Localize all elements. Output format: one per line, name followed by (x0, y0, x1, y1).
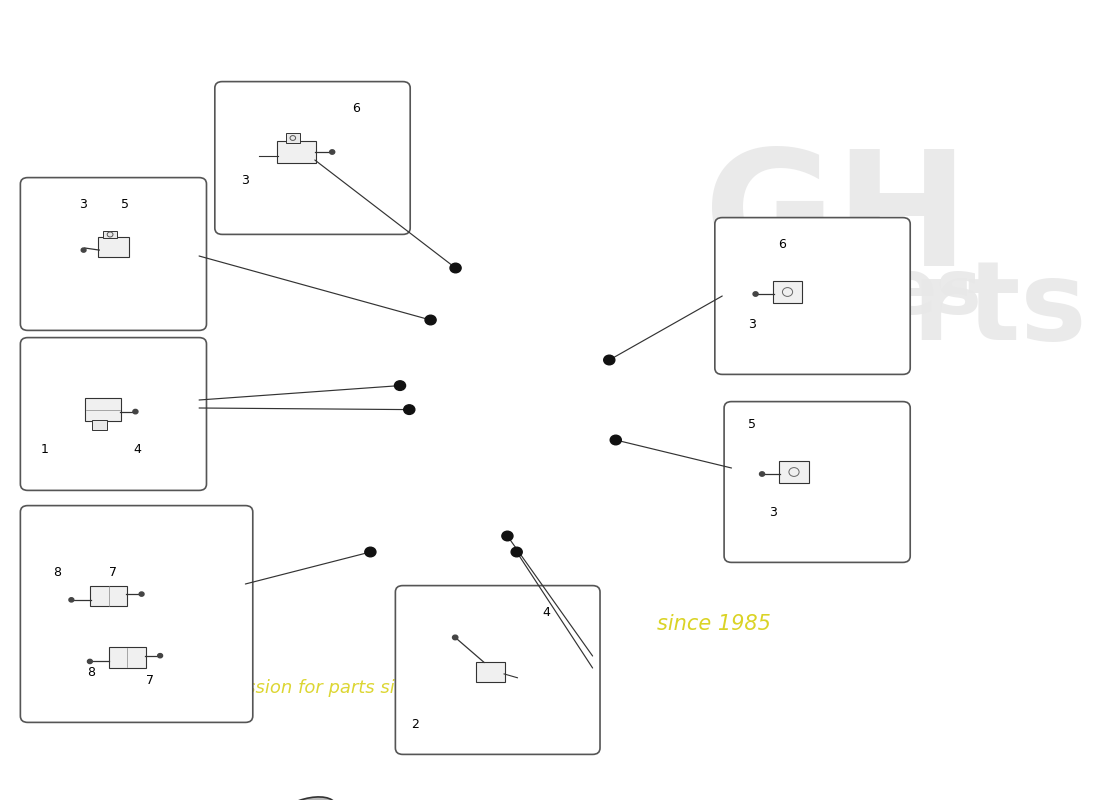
FancyBboxPatch shape (21, 178, 207, 330)
Text: GH: GH (704, 144, 968, 299)
Text: 8: 8 (87, 666, 95, 678)
FancyBboxPatch shape (98, 237, 129, 257)
Circle shape (140, 592, 144, 596)
FancyBboxPatch shape (91, 420, 108, 430)
Text: Parts: Parts (759, 256, 1087, 363)
FancyBboxPatch shape (109, 647, 146, 668)
Text: 3: 3 (241, 174, 250, 186)
FancyBboxPatch shape (21, 506, 253, 722)
Text: 6: 6 (353, 102, 361, 114)
FancyBboxPatch shape (286, 133, 299, 142)
FancyBboxPatch shape (395, 586, 600, 754)
FancyBboxPatch shape (85, 398, 121, 422)
Text: 7: 7 (146, 674, 154, 686)
Text: 7: 7 (109, 566, 117, 578)
Circle shape (502, 531, 513, 541)
Text: es: es (884, 256, 981, 330)
Circle shape (604, 355, 615, 365)
Circle shape (69, 598, 74, 602)
FancyBboxPatch shape (724, 402, 910, 562)
Text: 5: 5 (748, 418, 756, 430)
Polygon shape (265, 797, 337, 800)
Circle shape (754, 292, 758, 296)
Circle shape (87, 659, 92, 663)
Circle shape (330, 150, 334, 154)
FancyBboxPatch shape (277, 141, 316, 162)
Text: 3: 3 (769, 506, 777, 518)
FancyBboxPatch shape (21, 338, 207, 490)
Text: 3: 3 (748, 318, 756, 331)
Circle shape (425, 315, 436, 325)
FancyBboxPatch shape (772, 281, 802, 302)
Text: 3: 3 (79, 198, 87, 210)
Text: 2: 2 (411, 718, 419, 730)
Circle shape (157, 654, 163, 658)
Circle shape (404, 405, 415, 414)
Circle shape (365, 547, 376, 557)
Text: a passion for parts since 1985: a passion for parts since 1985 (207, 679, 478, 697)
FancyBboxPatch shape (715, 218, 910, 374)
Text: 4: 4 (542, 606, 550, 618)
Text: 4: 4 (133, 443, 141, 456)
Text: 5: 5 (121, 198, 129, 210)
FancyBboxPatch shape (103, 230, 117, 238)
Circle shape (452, 635, 458, 640)
Circle shape (133, 410, 138, 414)
Circle shape (759, 472, 764, 476)
Circle shape (395, 381, 406, 390)
Text: since 1985: since 1985 (658, 614, 771, 634)
FancyBboxPatch shape (214, 82, 410, 234)
FancyBboxPatch shape (476, 662, 505, 682)
Circle shape (450, 263, 461, 273)
Text: 6: 6 (779, 238, 786, 250)
Text: 8: 8 (54, 566, 62, 578)
Circle shape (81, 248, 86, 252)
Circle shape (512, 547, 522, 557)
Text: 1: 1 (41, 443, 48, 456)
FancyBboxPatch shape (90, 586, 128, 606)
FancyBboxPatch shape (779, 461, 808, 482)
Circle shape (610, 435, 621, 445)
